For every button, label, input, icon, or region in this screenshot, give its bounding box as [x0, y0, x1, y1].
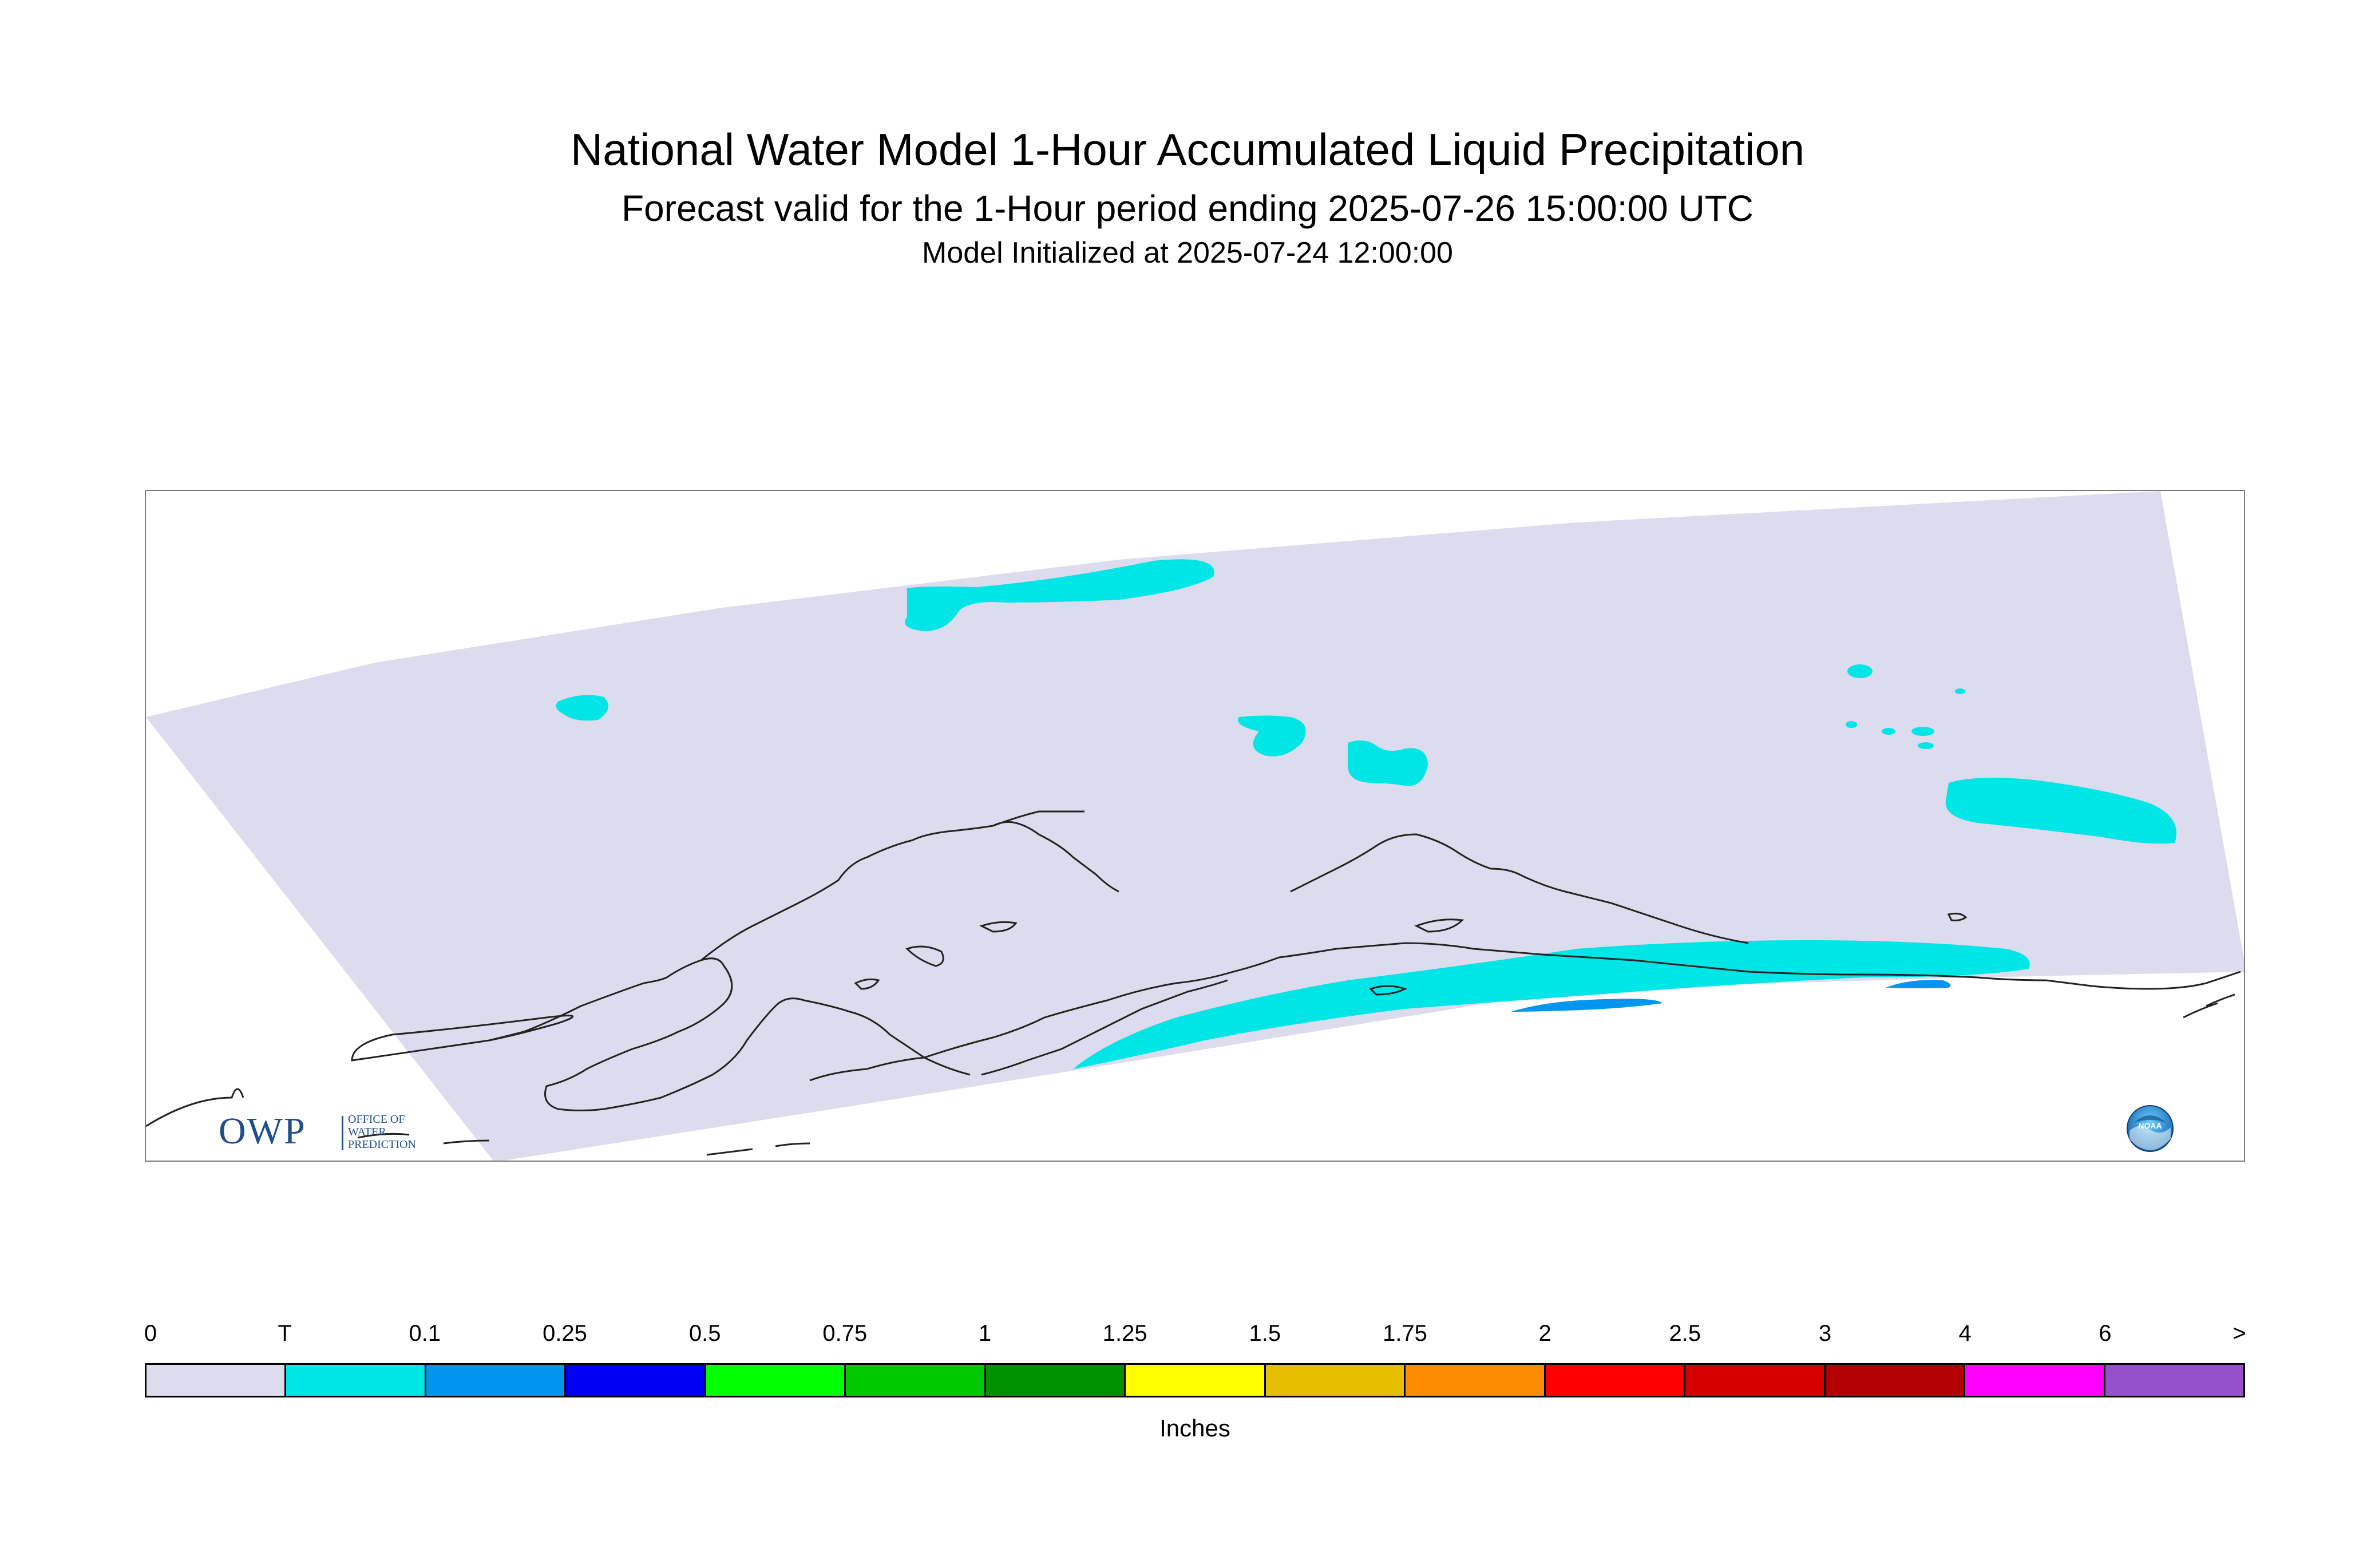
legend-label-6: 1 — [978, 1321, 992, 1346]
precip-cell-6 — [1846, 721, 1857, 728]
legend-color-bar — [145, 1363, 2245, 1397]
owp-line3: PREDICTION — [348, 1138, 416, 1151]
precip-area-central-1 — [1238, 715, 1306, 757]
legend-label-12: 3 — [1818, 1321, 1832, 1346]
owp-divider — [342, 1116, 343, 1150]
legend-label-0: 0 — [144, 1321, 157, 1346]
owp-line1: OFFICE OF — [348, 1113, 405, 1126]
precip-cell-4 — [1955, 688, 1965, 694]
precip-cell-5 — [1918, 742, 1934, 749]
legend-swatch-5 — [846, 1365, 986, 1396]
map-title: National Water Model 1-Hour Accumulated … — [570, 124, 1805, 175]
coastline-south-central — [1290, 833, 1749, 944]
legend-label-4: 0.5 — [688, 1321, 721, 1346]
legend-label-7: 1.25 — [1102, 1321, 1147, 1346]
legend-units: Inches — [1159, 1415, 1230, 1442]
legend-swatch-9 — [1406, 1365, 1546, 1396]
legend-swatch-13 — [1965, 1365, 2105, 1396]
noaa-logo: NOAA — [2126, 1104, 2174, 1153]
legend-label-2: 0.1 — [409, 1321, 441, 1346]
precip-area-west — [556, 695, 608, 721]
precip-area-east-1 — [1945, 778, 2176, 844]
precip-area-north — [905, 559, 1214, 631]
legend-label-5: 0.75 — [822, 1321, 868, 1346]
model-init-line: Model Initialized at 2025-07-24 12:00:00 — [922, 236, 1453, 270]
coastline-alaska-peninsula — [809, 942, 2047, 1082]
precip-area-central-2 — [1348, 741, 1428, 786]
precip-trace-areas — [556, 559, 2176, 1069]
coastline-north-slope — [700, 810, 1119, 961]
precip-cell-3 — [1911, 727, 1934, 736]
legend-label-9: 1.75 — [1383, 1321, 1427, 1346]
legend-label-11: 2.5 — [1669, 1321, 1701, 1346]
precip-light-areas — [1511, 980, 1951, 1012]
noaa-text: NOAA — [2138, 1121, 2162, 1130]
precip-area-light-2 — [1886, 980, 1951, 988]
precip-cell-2 — [1882, 728, 1895, 735]
legend-swatch-4 — [706, 1365, 846, 1396]
precip-cell-1 — [1847, 664, 1873, 678]
coastline-islands — [854, 912, 1968, 996]
noaa-emblem — [2127, 1105, 2174, 1152]
coastline-aleutians-west — [357, 1133, 810, 1156]
legend-swatch-8 — [1265, 1365, 1406, 1396]
legend-swatch-14 — [2105, 1365, 2244, 1396]
owp-line2: WATER — [348, 1126, 386, 1138]
legend-swatch-0 — [147, 1365, 287, 1396]
model-domain — [146, 491, 2244, 1161]
map-frame: OWP OFFICE OF WATER PREDICTION NOAA — [145, 490, 2245, 1162]
coastline-bristol-bay — [981, 979, 1228, 1076]
legend-swatch-6 — [985, 1365, 1126, 1396]
legend-label-15: > — [2232, 1321, 2246, 1346]
precip-area-light-1 — [1511, 999, 1662, 1012]
coastline-mainland-west — [146, 1015, 574, 1127]
owp-logo: OWP OFFICE OF WATER PREDICTION — [219, 1110, 425, 1154]
legend-swatch-11 — [1685, 1365, 1826, 1396]
legend-label-1: T — [278, 1321, 292, 1346]
legend-swatch-3 — [566, 1365, 706, 1396]
map-subtitle: Forecast valid for the 1-Hour period end… — [621, 188, 1754, 229]
legend-label-8: 1.5 — [1249, 1321, 1281, 1346]
precip-area-south-coast — [1073, 940, 2030, 1069]
legend-label-14: 6 — [2099, 1321, 2112, 1346]
legend-label-3: 0.25 — [543, 1321, 587, 1346]
coastline-seward — [489, 957, 971, 1111]
coastlines — [146, 810, 2241, 1156]
legend-labels: 0 T 0.1 0.25 0.5 0.75 1 1.25 1.5 1.75 2 2.5 3 4 6 > — [144, 1321, 2246, 1351]
legend-label-13: 4 — [1958, 1321, 1972, 1346]
legend-swatch-7 — [1126, 1365, 1266, 1396]
legend-swatch-1 — [286, 1365, 426, 1396]
legend: 0 T 0.1 0.25 0.5 0.75 1 1.25 1.5 1.75 2 2.5 3 4 6 > Inc… — [144, 1321, 2246, 1442]
coastline-southeast — [2045, 971, 2241, 1019]
legend-swatch-12 — [1825, 1365, 1966, 1396]
legend-label-10: 2 — [1538, 1321, 1551, 1346]
owp-mark: OWP — [219, 1110, 306, 1152]
legend-swatch-2 — [426, 1365, 567, 1396]
legend-swatch-10 — [1545, 1365, 1686, 1396]
alaska-map — [146, 491, 2244, 1161]
